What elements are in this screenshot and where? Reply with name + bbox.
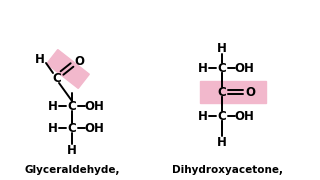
Text: OH: OH — [234, 62, 254, 75]
Text: OH: OH — [84, 122, 104, 134]
Text: OH: OH — [234, 109, 254, 123]
Text: H: H — [217, 42, 227, 55]
Text: O: O — [245, 86, 255, 98]
Bar — [47, 50, 89, 88]
Text: C: C — [218, 86, 226, 98]
Bar — [200, 81, 266, 103]
Text: H: H — [67, 143, 77, 156]
Text: Glyceraldehyde,: Glyceraldehyde, — [24, 165, 120, 175]
Text: C: C — [68, 122, 76, 134]
Text: OH: OH — [84, 100, 104, 112]
Text: H: H — [48, 100, 58, 112]
Text: H: H — [198, 109, 208, 123]
Text: C: C — [52, 71, 61, 84]
Text: H: H — [198, 62, 208, 75]
Text: O: O — [74, 55, 84, 68]
Text: C: C — [68, 100, 76, 112]
Text: H: H — [48, 122, 58, 134]
Text: Dihydroxyacetone,: Dihydroxyacetone, — [172, 165, 284, 175]
Text: H: H — [217, 136, 227, 148]
Text: C: C — [218, 62, 226, 75]
Text: H: H — [35, 53, 45, 66]
Text: C: C — [218, 109, 226, 123]
